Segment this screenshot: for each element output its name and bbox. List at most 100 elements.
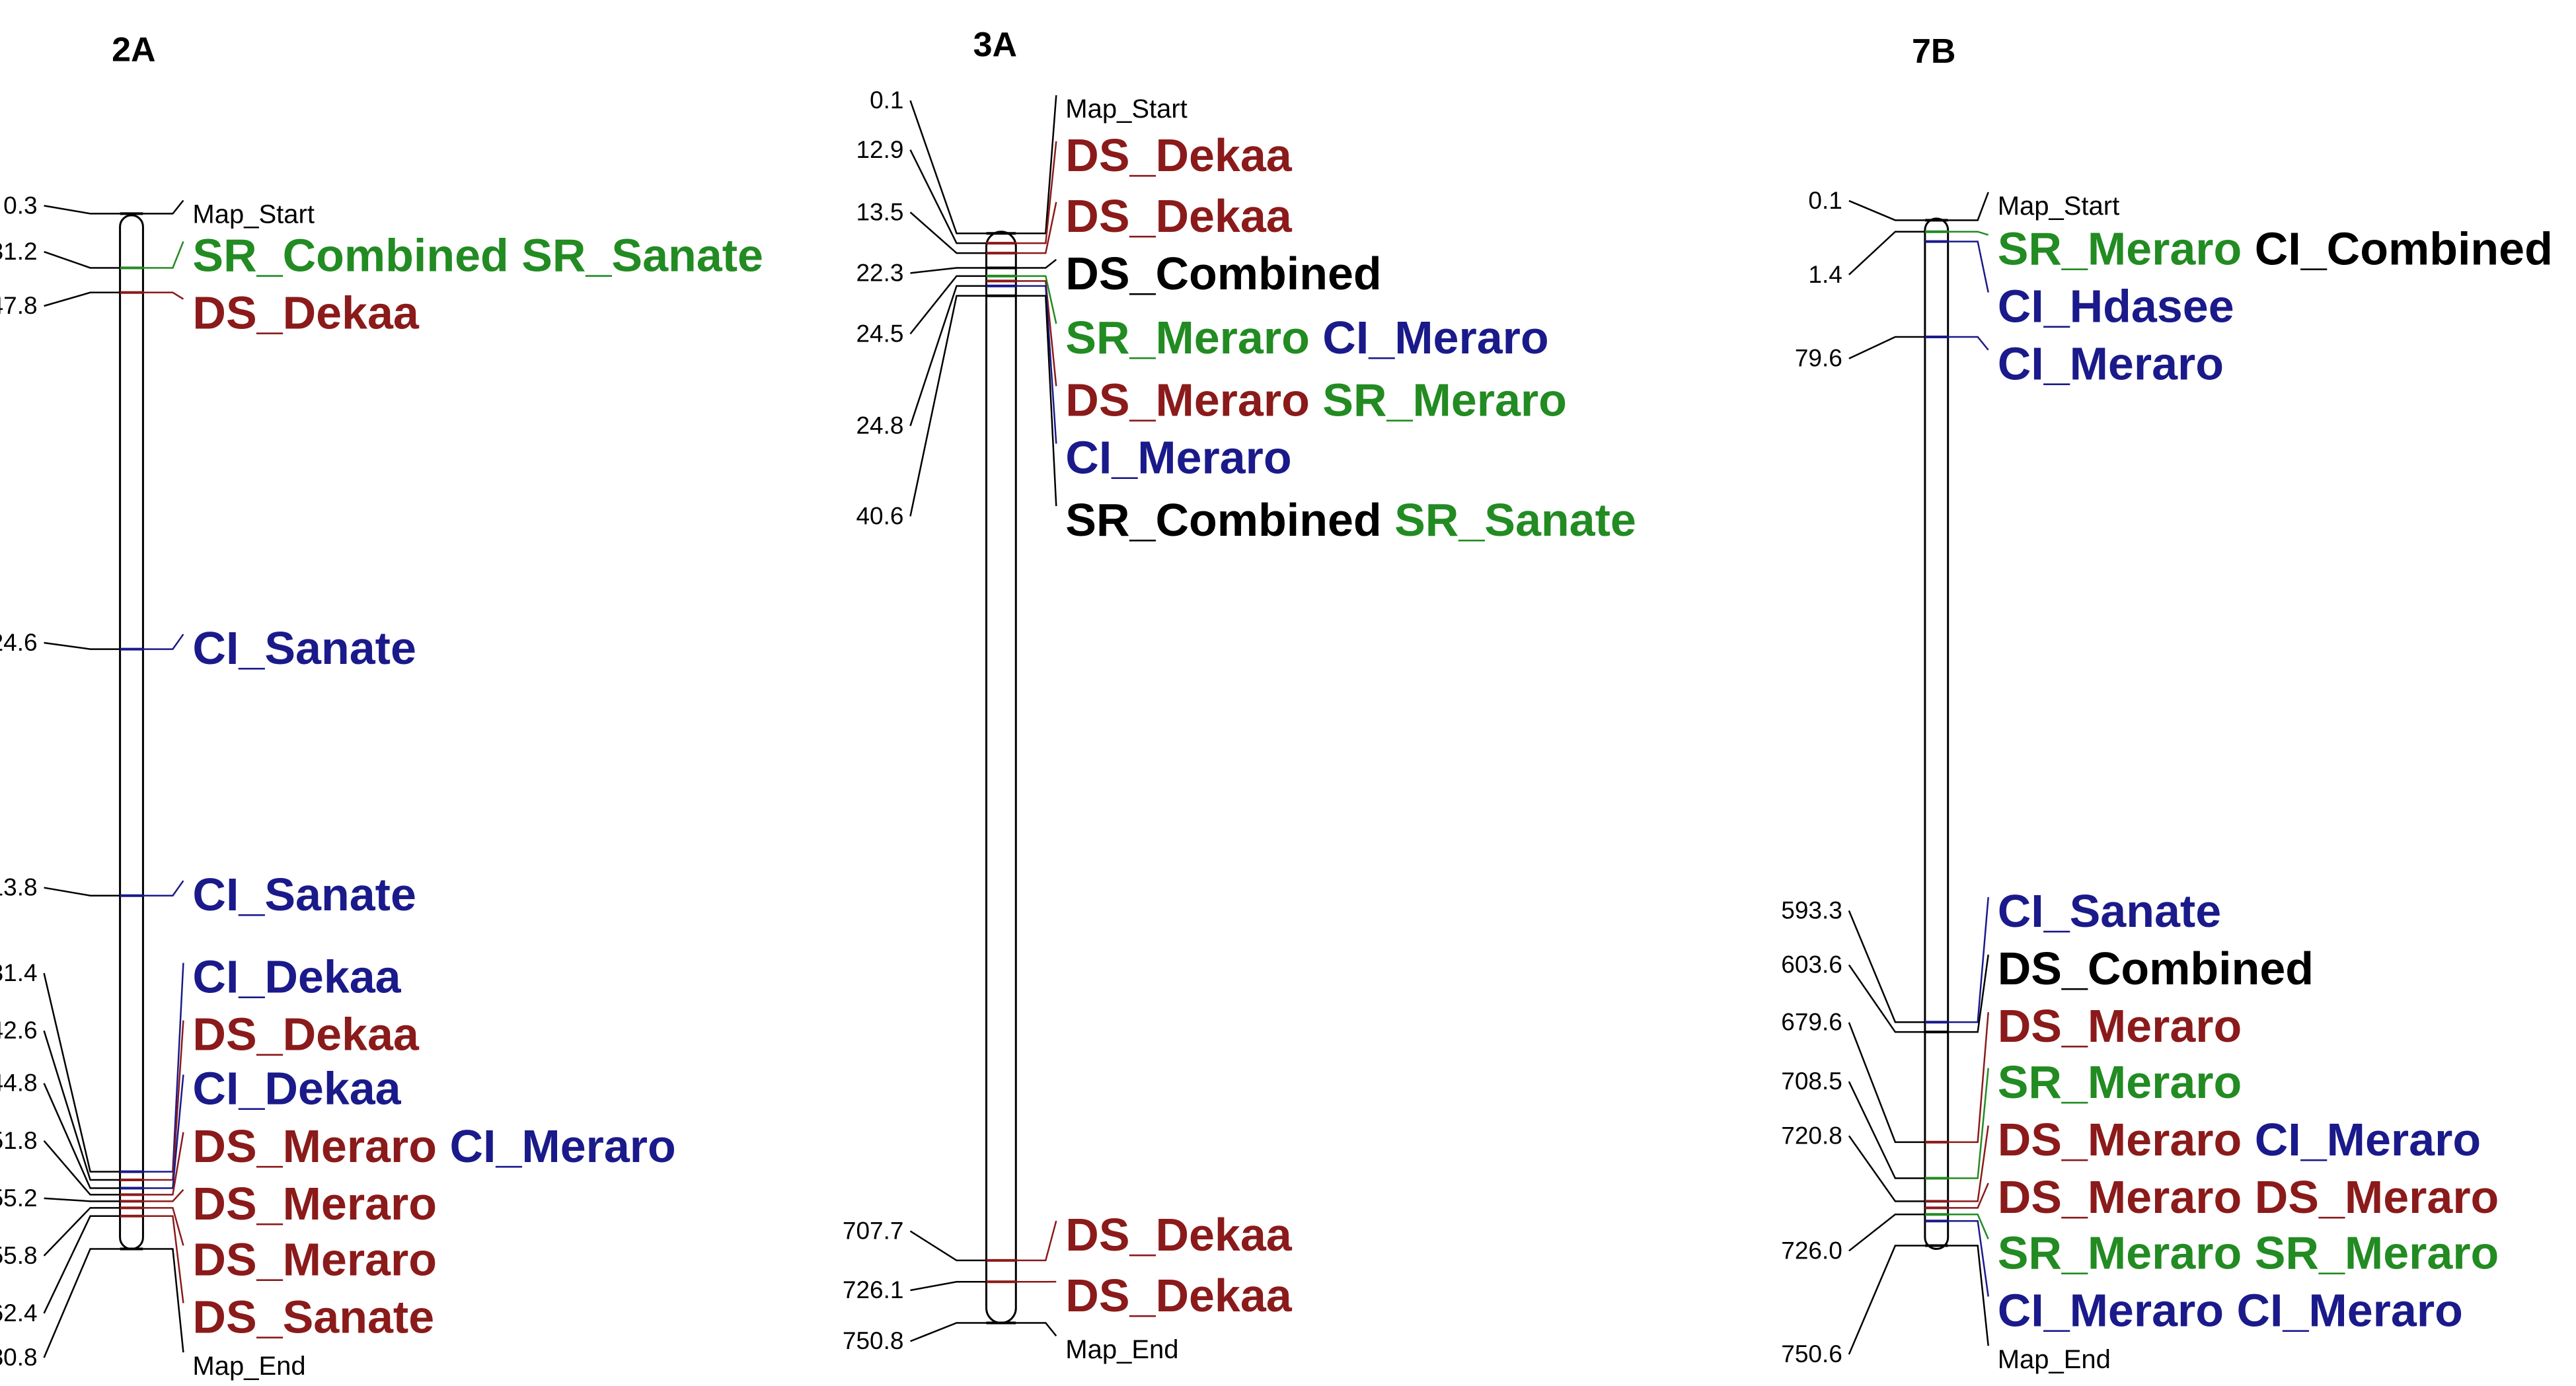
marker: 708.5 SR_Meraro — [1781, 1056, 2242, 1180]
marker-label: Map_End — [1998, 1345, 2111, 1374]
marker-label: CI_Hdasee — [1998, 281, 2234, 332]
marker-label: DS_Meraro SR_Meraro — [1065, 374, 1567, 425]
label-connector — [143, 291, 184, 300]
label-connector — [1948, 240, 1989, 293]
marker-label: DS_Dekaa — [192, 1009, 420, 1060]
position-connector — [43, 1207, 120, 1257]
qtl-label: DS_Sanate — [192, 1291, 434, 1342]
marker-label: CI_Sanate — [192, 622, 416, 674]
label-connector — [1016, 295, 1057, 507]
marker: 40.6 SR_Combined SR_Sanate — [856, 294, 1636, 546]
qtl-label: SR_Combined — [192, 230, 508, 281]
label-connector — [1016, 285, 1057, 444]
position-label: 750.8 — [843, 1327, 904, 1354]
chromosome-title: 3A — [973, 26, 1017, 64]
marker-label: DS_Meraro — [1998, 1000, 2242, 1052]
position-connector — [1848, 200, 1925, 221]
marker-label: SR_Combined SR_Sanate — [1065, 494, 1636, 546]
position-label: 755.2 — [0, 1185, 38, 1212]
marker-label: SR_Meraro SR_Meraro — [1998, 1227, 2499, 1278]
marker: 603.6 DS_Combined — [1781, 943, 2314, 1034]
marker-label: SR_Meraro CI_Meraro — [1065, 312, 1548, 363]
marker: 750.6 Map_End — [1781, 1244, 2111, 1374]
chromosome-bar — [985, 231, 1017, 1324]
position-connector — [44, 205, 120, 215]
marker: 593.3 CI_Sanate — [1781, 885, 2221, 1024]
marker: 13.5 DS_Dekaa — [856, 190, 1293, 255]
position-label: 731.4 — [0, 959, 38, 986]
position-label: 0.3 — [3, 192, 37, 219]
marker-label: CI_Meraro — [1998, 338, 2224, 390]
label-connector — [1948, 954, 1989, 1033]
position-connector — [44, 250, 120, 269]
position-connector — [43, 1248, 120, 1358]
marker: 744.8 CI_Dekaa — [0, 1063, 402, 1190]
position-label: 22.3 — [856, 259, 903, 286]
qtl-label: SR_Combined — [1065, 494, 1381, 546]
marker-label: DS_Dekaa — [1065, 1209, 1293, 1260]
label-connector — [143, 1074, 184, 1189]
position-connector — [909, 285, 987, 427]
label-connector — [143, 1189, 184, 1202]
chromosome-bar — [1924, 217, 1950, 1250]
label-connector — [1948, 896, 1989, 1023]
marker-label: DS_Sanate — [192, 1291, 434, 1342]
position-connector — [1848, 964, 1925, 1033]
label-connector — [1948, 231, 1989, 236]
qtl-label: SR_Meraro — [1998, 223, 2242, 275]
qtl-label: DS_Dekaa — [1065, 1270, 1293, 1321]
position-label: 31.2 — [0, 238, 38, 265]
qtl-label: DS_Meraro — [1065, 374, 1310, 425]
marker-label: DS_Meraro CI_Meraro — [192, 1120, 675, 1172]
qtl-label: CI_Hdasee — [1998, 281, 2234, 332]
marker: 12.9 DS_Dekaa — [856, 129, 1293, 245]
chromosome-2a: 2A 0.3 Map_Start 31.2 SR_Combined SR_Sanate 4… — [0, 31, 763, 1381]
position-label: 513.8 — [0, 874, 38, 901]
label-connector — [143, 1020, 184, 1181]
label-connector — [143, 200, 184, 215]
label-connector — [1016, 95, 1057, 235]
marker: 726.1 DS_Dekaa — [843, 1270, 1293, 1321]
marker-label: DS_Dekaa — [192, 287, 420, 339]
qtl-label: Map_Start — [1998, 192, 2120, 221]
position-connector — [43, 1215, 120, 1314]
position-label: 13.5 — [856, 198, 903, 225]
qtl-label: Map_Start — [192, 200, 315, 229]
position-connector — [910, 267, 987, 274]
position-connector — [1848, 1135, 1925, 1202]
position-connector — [1848, 1022, 1925, 1144]
qtl-label: CI_Meraro — [2242, 1114, 2481, 1165]
label-connector — [1016, 201, 1057, 254]
position-label: 324.6 — [0, 629, 38, 656]
qtl-label: SR_Meraro — [1998, 1056, 2242, 1108]
marker-label: DS_Combined — [1998, 943, 2314, 994]
qtl-label: DS_Dekaa — [1065, 129, 1293, 181]
qtl-label: DS_Dekaa — [1065, 190, 1293, 242]
marker-label: DS_Meraro — [192, 1178, 437, 1229]
marker-label: DS_Meraro — [192, 1233, 437, 1285]
position-connector — [1848, 910, 1925, 1023]
label-connector — [143, 241, 184, 269]
position-connector — [1848, 1081, 1925, 1179]
marker-label: DS_Combined — [1065, 248, 1381, 299]
qtl-label: DS_Meraro — [192, 1178, 437, 1229]
position-label: 679.6 — [1781, 1009, 1842, 1036]
position-label: 744.8 — [0, 1070, 38, 1097]
label-connector — [143, 880, 184, 896]
marker-label: CI_Dekaa — [192, 951, 401, 1003]
position-label: 762.4 — [0, 1299, 38, 1327]
marker: 780.8 Map_End — [0, 1247, 306, 1381]
position-label: 726.0 — [1781, 1237, 1842, 1264]
marker: CI_Meraro CI_Meraro — [1924, 1220, 2463, 1336]
marker-label: SR_Meraro CI_Combined — [1998, 223, 2553, 275]
position-label: 0.1 — [870, 87, 903, 114]
label-connector — [1016, 1220, 1057, 1262]
label-connector — [143, 1207, 184, 1246]
position-label: 707.7 — [843, 1218, 904, 1245]
marker: 513.8 CI_Sanate — [0, 869, 416, 920]
position-connector — [910, 1322, 987, 1342]
position-label: 755.8 — [0, 1242, 38, 1269]
marker-label: DS_Dekaa — [1065, 129, 1293, 181]
label-connector — [1016, 141, 1057, 244]
position-label: 1.4 — [1808, 261, 1842, 288]
